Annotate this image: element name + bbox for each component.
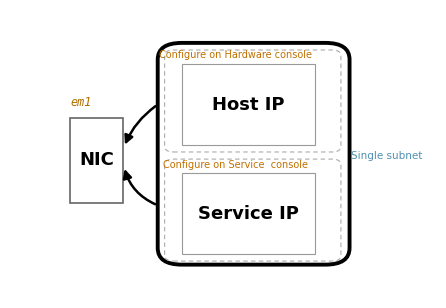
Text: Single subnet: Single subnet: [351, 151, 423, 160]
Text: NIC: NIC: [79, 151, 114, 169]
Text: Configure on Hardware console: Configure on Hardware console: [159, 50, 312, 60]
FancyBboxPatch shape: [165, 50, 341, 152]
FancyBboxPatch shape: [182, 64, 315, 145]
FancyArrowPatch shape: [126, 106, 156, 142]
Text: Configure on Service  console: Configure on Service console: [163, 160, 308, 170]
Text: Host IP: Host IP: [212, 95, 285, 114]
FancyBboxPatch shape: [158, 43, 350, 265]
FancyArrowPatch shape: [124, 172, 155, 204]
Text: em1: em1: [70, 96, 91, 109]
FancyBboxPatch shape: [70, 118, 123, 203]
Text: Service IP: Service IP: [198, 205, 299, 223]
FancyBboxPatch shape: [165, 159, 341, 261]
FancyBboxPatch shape: [182, 173, 315, 254]
